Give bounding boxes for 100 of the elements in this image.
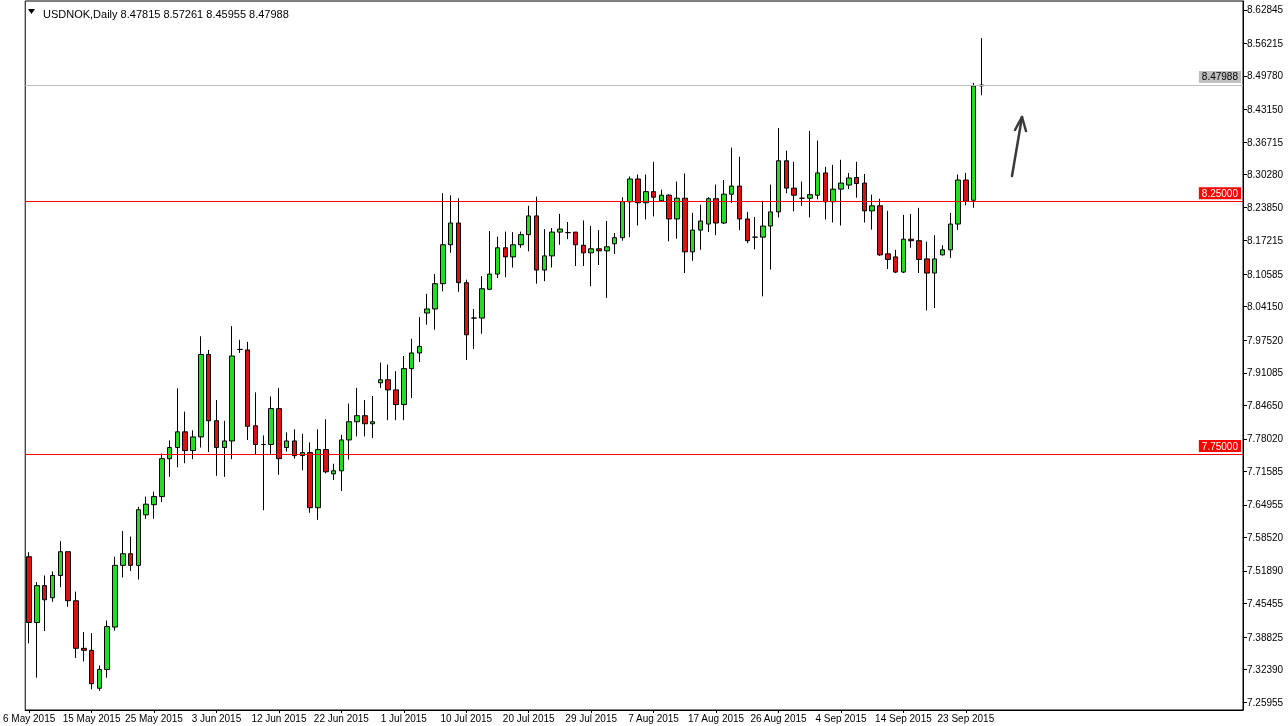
candlestick: [229, 325, 235, 460]
candlestick: [565, 221, 571, 240]
candlestick: [128, 536, 133, 572]
candlestick: [175, 387, 180, 468]
text: USDNOK,Daily 8.47815 8.57261 8.45955 8.47988: [43, 7, 289, 20]
candlestick: [151, 491, 157, 520]
candlestick: [112, 556, 118, 632]
candlestick: [596, 229, 602, 266]
candlestick: [729, 147, 734, 204]
y-tick-label: 8.30280: [1247, 169, 1284, 181]
candlestick: [877, 198, 883, 257]
candlestick: [307, 441, 313, 514]
candlestick: [557, 213, 563, 246]
candlestick: [245, 341, 250, 441]
candlestick: [745, 211, 750, 244]
candlestick: [979, 37, 984, 96]
y-tick-label: 8.23850: [1247, 201, 1284, 213]
y-tick-label: 8.56215: [1247, 37, 1284, 49]
x-tick-label: 15 May 2015: [62, 712, 121, 724]
x-tick-label: 3 Jun 2015: [191, 712, 242, 724]
candlestick: [581, 219, 586, 267]
y-tick-label: 7.58520: [1247, 531, 1284, 543]
candlestick: [526, 205, 531, 252]
y-tick-label: 7.38825: [1247, 631, 1284, 643]
candlestick: [323, 418, 329, 474]
candlestick: [237, 339, 243, 354]
candlestick: [417, 316, 422, 363]
candlestick: [503, 231, 508, 278]
y-tick-label: 7.64955: [1247, 499, 1284, 511]
candlestick: [932, 234, 937, 309]
y-tick-label: 7.71585: [1247, 465, 1284, 477]
candlestick: [214, 399, 219, 477]
x-tick-label: 12 Jun 2015: [251, 712, 307, 724]
candlestick: [838, 159, 844, 227]
candlestick: [206, 349, 211, 453]
candlestick: [698, 204, 703, 251]
x-tick-label: 25 May 2015: [125, 712, 184, 724]
y-tick-label: 8.62845: [1247, 4, 1284, 16]
candlestick: [916, 207, 922, 274]
candlestick: [284, 431, 289, 453]
candlestick: [643, 173, 649, 220]
candlestick: [823, 166, 828, 220]
candlestick: [456, 197, 461, 293]
candlestick: [464, 279, 469, 361]
x-tick-label: 14 Sep 2015: [875, 712, 933, 724]
candlestick: [549, 227, 555, 269]
candlestick: [479, 275, 485, 335]
x-tick-label: 26 Aug 2015: [750, 712, 808, 724]
y-tick-label: 7.32390: [1247, 664, 1284, 676]
candlestick: [65, 551, 71, 608]
candlestick: [58, 540, 63, 588]
candlestick: [487, 230, 492, 291]
y-tick-label: 8.49780: [1247, 70, 1284, 82]
candlestick: [510, 231, 516, 269]
candlestick: [104, 619, 110, 679]
candlestick: [261, 434, 266, 511]
candlestick: [253, 391, 258, 456]
candlestick: [830, 164, 836, 223]
candlestick: [768, 184, 773, 271]
candlestick: [432, 273, 438, 331]
candlestick: [222, 420, 227, 478]
candlestick: [651, 161, 656, 217]
candlestick: [885, 210, 891, 270]
candlestick: [893, 249, 898, 274]
candlestick: [901, 214, 906, 274]
y-tick-label: 8.04150: [1247, 301, 1284, 313]
candlestick: [440, 192, 446, 292]
candlestick: [604, 220, 610, 299]
candlestick: [924, 241, 930, 311]
x-tick-label: 1 Jul 2015: [380, 712, 428, 724]
candlestick: [424, 293, 430, 326]
x-tick-label: 7 Aug 2015: [628, 712, 680, 724]
candlestick: [339, 434, 344, 492]
y-tick-label: 7.97520: [1247, 334, 1284, 346]
candlestick: [143, 496, 149, 520]
ref-line-label: 7.75000: [1201, 440, 1239, 452]
candlestick: [690, 212, 695, 262]
candlestick: [346, 403, 352, 461]
candlestick: [97, 665, 102, 692]
candlestick: [635, 173, 641, 227]
candlestick: [50, 570, 55, 603]
candlestick: [854, 161, 859, 199]
candlestick: [706, 196, 711, 233]
candlestick: [362, 399, 368, 437]
candlestick: [378, 362, 383, 389]
candlestick: [182, 411, 188, 464]
candlestick: [760, 200, 766, 297]
candlestick: [385, 364, 391, 421]
y-tick-label: 8.17215: [1247, 235, 1284, 247]
ref-line-label: 8.47988: [1201, 71, 1239, 83]
candlestick: [721, 179, 727, 225]
candlestick: [495, 236, 500, 279]
x-tick-label: 20 Jul 2015: [502, 712, 556, 724]
candlestick: [963, 172, 969, 206]
candlestick: [393, 370, 399, 421]
candlestick: [955, 173, 961, 231]
candlestick: [300, 433, 305, 471]
candlestick: [791, 161, 797, 212]
ref-line-label: 8.25000: [1201, 187, 1239, 199]
y-tick-label: 7.51890: [1247, 565, 1284, 577]
